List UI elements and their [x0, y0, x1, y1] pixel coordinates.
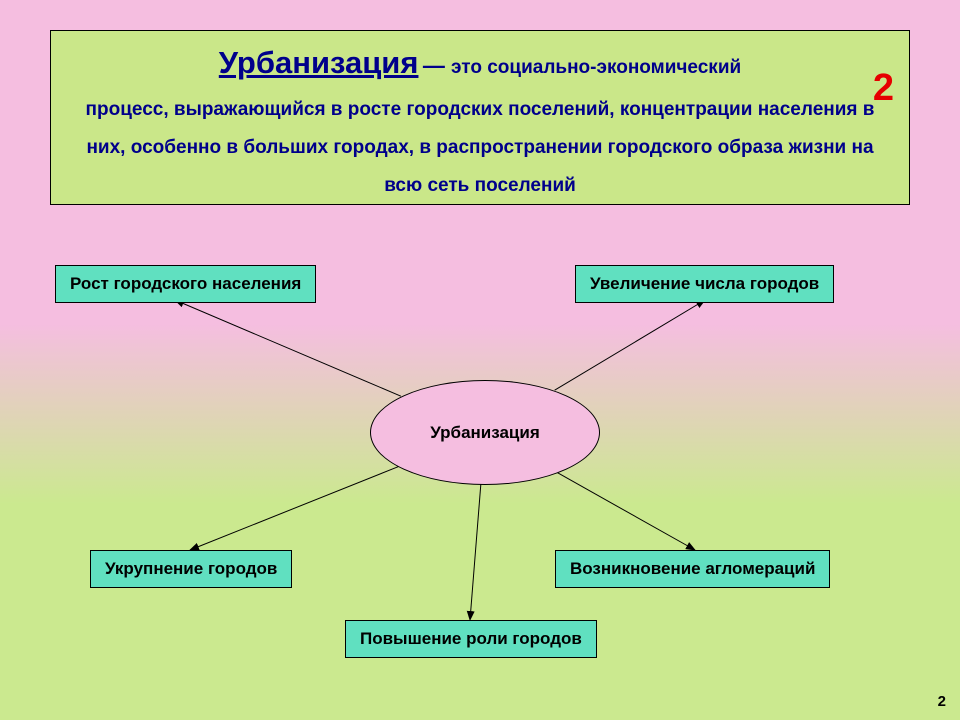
definition-dash: — — [423, 53, 451, 78]
definition-text-inline: это социально-экономический — [451, 57, 741, 78]
diagram-node: Рост городского населения — [55, 265, 316, 303]
diagram-node-label: Повышение роли городов — [360, 629, 582, 648]
center-node: Урбанизация — [370, 380, 600, 485]
definition-text-rest: процесс, выражающийся в росте городских … — [81, 91, 879, 205]
definition-title: Урбанизация — [219, 45, 419, 80]
slide-number-red: 2 — [873, 67, 894, 110]
diagram-node: Укрупнение городов — [90, 550, 292, 588]
center-node-label: Урбанизация — [430, 423, 540, 443]
diagram-node: Повышение роли городов — [345, 620, 597, 658]
diagram-node-label: Рост городского населения — [70, 274, 301, 293]
diagram-node-label: Укрупнение городов — [105, 559, 277, 578]
diagram-node-label: Возникновение агломераций — [570, 559, 815, 578]
diagram-node: Увеличение числа городов — [575, 265, 834, 303]
diagram-node-label: Увеличение числа городов — [590, 274, 819, 293]
diagram-node: Возникновение агломераций — [555, 550, 830, 588]
definition-line1: Урбанизация — это социально-экономически… — [81, 45, 879, 81]
definition-box: Урбанизация — это социально-экономически… — [50, 30, 910, 205]
page-number-bottom: 2 — [938, 693, 946, 710]
